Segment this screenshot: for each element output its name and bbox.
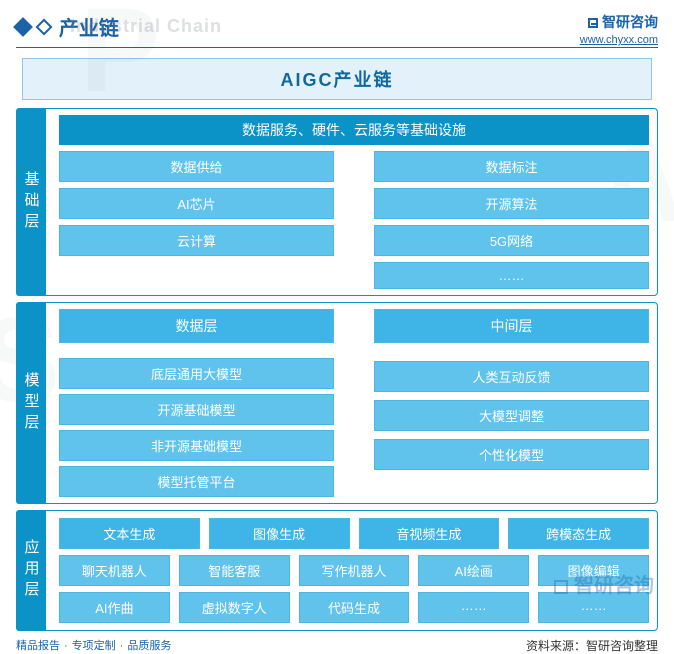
cell: 开源基础模型 bbox=[59, 394, 334, 425]
app-row: AI作曲 虚拟数字人 代码生成 …… …… bbox=[59, 592, 649, 623]
model-col-left: 数据层 底层通用大模型 开源基础模型 非开源基础模型 模型托管平台 bbox=[59, 309, 334, 497]
cell: AI绘画 bbox=[418, 555, 529, 586]
cell: 模型托管平台 bbox=[59, 466, 334, 497]
cell: 个性化模型 bbox=[374, 439, 649, 470]
brand-name: 智研咨询 bbox=[580, 12, 658, 32]
cell: 云计算 bbox=[59, 225, 334, 256]
cell: 底层通用大模型 bbox=[59, 358, 334, 389]
cell: 开源算法 bbox=[374, 188, 649, 219]
cell: 人类互动反馈 bbox=[374, 361, 649, 392]
app-row: 文本生成 图像生成 音视频生成 跨模态生成 bbox=[59, 518, 649, 549]
cell: 非开源基础模型 bbox=[59, 430, 334, 461]
foundation-col-right: 数据标注 开源算法 5G网络 …… bbox=[374, 151, 649, 289]
cell: …… bbox=[418, 592, 529, 623]
cell: …… bbox=[374, 262, 649, 289]
cell: 图像编辑 bbox=[538, 555, 649, 586]
footer-item: 精品报告 bbox=[16, 640, 60, 652]
cell: …… bbox=[538, 592, 649, 623]
diagram-title: AIGC产业链 bbox=[22, 58, 652, 100]
footer-item: 专项定制 bbox=[72, 640, 116, 652]
cell: 文本生成 bbox=[59, 518, 200, 549]
app-row: 聊天机器人 智能客服 写作机器人 AI绘画 图像编辑 bbox=[59, 555, 649, 586]
layer-application: 应用层 文本生成 图像生成 音视频生成 跨模态生成 聊天机器人 智能客服 写作机… bbox=[16, 510, 658, 631]
cell: AI作曲 bbox=[59, 592, 170, 623]
foundation-col-left: 数据供给 AI芯片 云计算 bbox=[59, 151, 334, 289]
cell: 代码生成 bbox=[299, 592, 410, 623]
model-col-right: 中间层 人类互动反馈 大模型调整 个性化模型 bbox=[374, 309, 649, 497]
header-title-en: Industrial Chain bbox=[70, 16, 222, 37]
cell: 虚拟数字人 bbox=[179, 592, 290, 623]
layer-model: 模型层 数据层 底层通用大模型 开源基础模型 非开源基础模型 模型托管平台 中间… bbox=[16, 302, 658, 504]
cell: 写作机器人 bbox=[299, 555, 410, 586]
brand-url: www.chyxx.com bbox=[580, 34, 658, 46]
layer-label: 应用层 bbox=[16, 510, 46, 631]
foundation-banner: 数据服务、硬件、云服务等基础设施 bbox=[59, 115, 649, 145]
dot-icon: · bbox=[120, 640, 124, 652]
cell: 跨模态生成 bbox=[508, 518, 649, 549]
brand-block: 智研咨询 www.chyxx.com bbox=[580, 12, 658, 46]
diamond-icon bbox=[13, 17, 33, 37]
diamond-hollow-icon bbox=[36, 18, 53, 35]
cell: 大模型调整 bbox=[374, 400, 649, 431]
cell: 图像生成 bbox=[209, 518, 350, 549]
cell: 音视频生成 bbox=[359, 518, 500, 549]
cell: 数据标注 bbox=[374, 151, 649, 182]
page-header: 产业链 Industrial Chain 智研咨询 www.chyxx.com bbox=[16, 12, 658, 48]
cell: 智能客服 bbox=[179, 555, 290, 586]
cell: AI芯片 bbox=[59, 188, 334, 219]
layer-label: 模型层 bbox=[16, 302, 46, 504]
footer-item: 品质服务 bbox=[127, 640, 171, 652]
dot-icon: · bbox=[64, 640, 68, 652]
cell: 数据供给 bbox=[59, 151, 334, 182]
footer-left: 精品报告·专项定制·品质服务 bbox=[16, 637, 171, 654]
col-header: 中间层 bbox=[374, 309, 649, 343]
brand-logo-icon bbox=[588, 18, 598, 28]
cell: 5G网络 bbox=[374, 225, 649, 256]
col-header: 数据层 bbox=[59, 309, 334, 343]
layer-label: 基础层 bbox=[16, 108, 46, 296]
footer-source: 资料来源：智研咨询整理 bbox=[526, 637, 658, 654]
cell: 聊天机器人 bbox=[59, 555, 170, 586]
footer: 精品报告·专项定制·品质服务 资料来源：智研咨询整理 bbox=[16, 637, 658, 654]
layer-foundation: 基础层 数据服务、硬件、云服务等基础设施 数据供给 AI芯片 云计算 数据标注 … bbox=[16, 108, 658, 296]
